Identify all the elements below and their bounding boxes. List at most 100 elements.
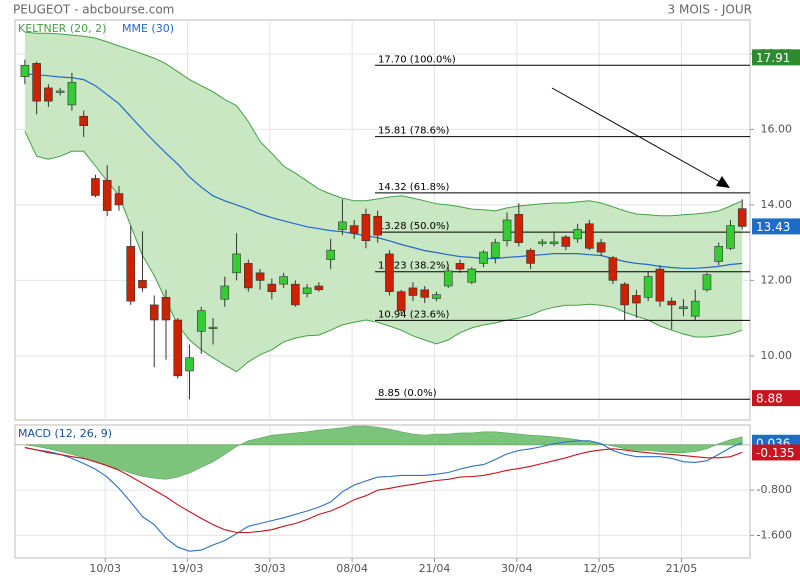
x-tick-label: 12/05 [583, 562, 615, 575]
candle-body [490, 242, 500, 259]
candle-body [632, 295, 641, 304]
fib-label: 13.28 (50.0%) [378, 221, 449, 232]
candle-body [161, 297, 171, 321]
candle-body [208, 326, 218, 329]
band-fill [24, 32, 743, 372]
candle-body [585, 223, 594, 249]
candle-body [573, 229, 582, 240]
x-tick-label: 30/03 [254, 562, 286, 575]
chart-title: PEUGEOT - abcbourse.com [13, 3, 174, 17]
candle-body [667, 300, 676, 306]
fib-label: 17.70 (100.0%) [378, 54, 456, 65]
candle-body [690, 300, 700, 317]
fib-label: 8.85 (0.0%) [378, 388, 437, 399]
arrow-head [716, 176, 730, 188]
legend-entry: KELTNER (20, 2) [18, 22, 106, 35]
candle-body [432, 294, 441, 299]
x-tick-label: 19/03 [172, 562, 204, 575]
fib-label: 10.94 (23.6%) [378, 309, 449, 320]
x-tick-label: 30/04 [501, 562, 533, 575]
price-marker [752, 218, 800, 235]
price-marker [752, 390, 800, 407]
candle-body [455, 263, 465, 270]
candle-body [714, 246, 724, 262]
y-tick-label: -0.800 [757, 483, 792, 496]
y-tick-label: -1.600 [757, 528, 792, 541]
price-marker-label: 17.91 [756, 51, 790, 65]
candle-body [291, 283, 300, 306]
candle-body [20, 64, 30, 77]
candle-body [114, 193, 124, 206]
legend-entry: MME (30) [122, 22, 174, 35]
candle-body [702, 274, 712, 291]
candle-body [173, 319, 183, 377]
price-marker-label: 8.88 [756, 392, 783, 406]
candle-body [67, 81, 77, 106]
candle-body [608, 257, 618, 281]
candle-body [538, 241, 547, 244]
y-tick-label: 14.00 [761, 198, 793, 211]
indicator-line [24, 447, 743, 534]
panel-title: MACD (12, 26, 9) [18, 427, 112, 440]
candle-body [44, 87, 53, 102]
candle-body [32, 63, 41, 102]
candle-body [149, 304, 159, 321]
fib-label: 15.81 (78.6%) [378, 126, 449, 137]
candle-body [349, 225, 359, 234]
candle-body [561, 236, 571, 247]
chart-subtitle: 3 MOIS - JOUR [668, 3, 752, 17]
candle-body [443, 270, 453, 287]
price-marker [752, 49, 800, 66]
candle-body [138, 280, 147, 289]
candle-body [267, 283, 277, 292]
fib-label: 12.23 (38.2%) [378, 261, 449, 272]
fib-label: 14.32 (61.8%) [378, 182, 449, 193]
candle-body [596, 242, 606, 253]
plot-layer: 10/03 19/03 30/03 08/04 21/04 30/04 12/05 21/05… [15, 20, 800, 575]
candle-body [408, 287, 418, 296]
ma-line [24, 73, 743, 269]
x-tick-label: 08/04 [336, 562, 368, 575]
candle-body [232, 253, 241, 274]
candle-body [502, 219, 512, 242]
x-tick-label: 10/03 [89, 562, 121, 575]
candle-body [255, 272, 265, 281]
band-upper [24, 31, 743, 217]
x-tick-label: 21/04 [419, 562, 451, 575]
candle-body [279, 276, 288, 285]
trend-arrow [551, 87, 721, 183]
candle-body [302, 287, 312, 294]
candle-body [244, 263, 253, 289]
candle-body [55, 90, 65, 93]
candle-body [361, 214, 371, 242]
candle-body [338, 221, 347, 230]
indicator-line [24, 440, 743, 552]
y-tick-label: 16.00 [761, 122, 793, 135]
candle-body [514, 214, 524, 243]
candle-body [643, 276, 653, 298]
candle-body [373, 215, 382, 236]
histogram-area [24, 425, 743, 480]
candle-body [326, 249, 335, 260]
price-marker [752, 444, 800, 461]
candle-body [620, 283, 629, 306]
candle-body [655, 268, 665, 302]
candle-body [526, 249, 535, 264]
band-lower [24, 131, 743, 373]
candle-body [79, 115, 88, 126]
candle-body [126, 246, 136, 302]
candle-body [385, 253, 394, 292]
candle-body [679, 306, 688, 309]
candle-body [91, 178, 100, 196]
candle-body [737, 208, 747, 227]
candle-body [196, 310, 206, 332]
price-marker-label: -0.135 [756, 446, 795, 460]
price-marker-label: 13.43 [756, 220, 790, 234]
candle-body [467, 268, 477, 283]
candle-body [102, 180, 112, 211]
candle-body [479, 251, 488, 264]
candle-body [420, 289, 430, 298]
candle-body [396, 291, 406, 311]
candle-body [185, 357, 194, 372]
